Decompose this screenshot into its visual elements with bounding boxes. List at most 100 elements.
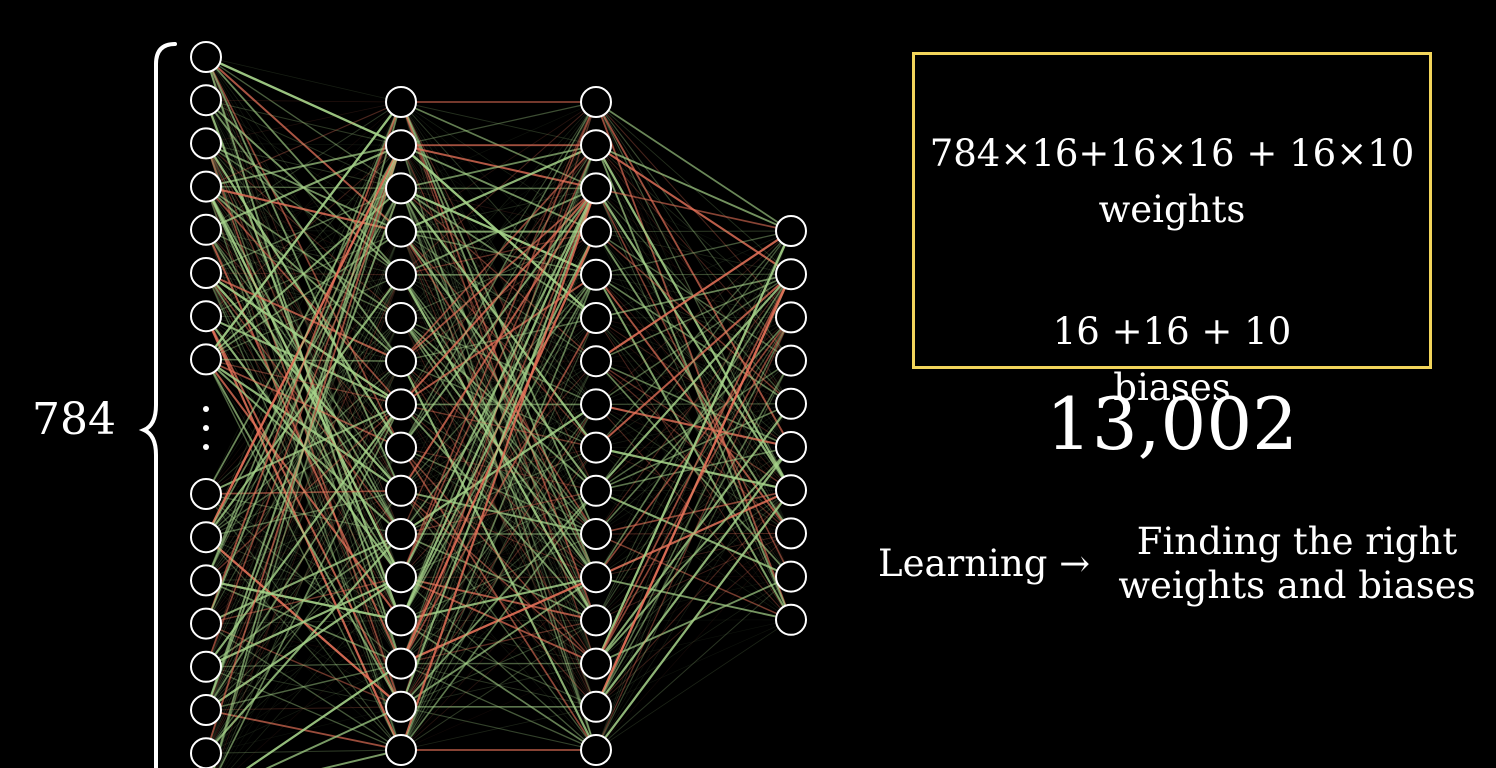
weight-line-472 [400, 447, 597, 664]
weight-line-664 [595, 317, 792, 751]
weight-line-386 [400, 187, 597, 449]
weight-line-486 [400, 360, 597, 708]
weight-line-186 [205, 533, 402, 625]
weight-line-442 [400, 533, 597, 578]
weight-line-432 [400, 101, 597, 578]
neuron-layer0-11 [190, 607, 222, 640]
neuron-layer2-45 [580, 647, 612, 680]
weight-line-433 [400, 144, 597, 578]
weight-line-244 [216, 274, 402, 768]
weight-line-654 [595, 317, 792, 708]
neuron-layer2-33 [580, 129, 612, 162]
weight-line-473 [400, 490, 597, 664]
weight-line-533 [595, 188, 792, 275]
weight-line-577 [595, 360, 792, 448]
weight-line-2 [205, 56, 402, 189]
weight-line-81 [205, 144, 402, 274]
weight-line-32 [205, 101, 402, 144]
neuron-layer0-4 [190, 213, 222, 246]
neuron-layer1-31 [385, 734, 417, 766]
weight-line-216 [205, 447, 402, 711]
weight-line-416 [400, 101, 597, 535]
weight-line-206 [205, 666, 402, 708]
neuron-layer2-35 [580, 215, 612, 248]
weight-line-515 [595, 101, 792, 361]
weight-line-129 [205, 144, 402, 495]
weight-line-17 [205, 99, 402, 146]
weight-line-397 [400, 447, 597, 665]
neuron-layer2-42 [580, 518, 612, 550]
neuron-layer0-7 [190, 343, 222, 376]
weight-connections [204, 55, 793, 768]
weight-line-385 [400, 144, 597, 448]
weight-line-643 [595, 273, 792, 664]
weight-line-401 [400, 145, 597, 491]
neuron-layer0-6 [190, 300, 222, 333]
neuron-layer2-39 [580, 388, 612, 421]
weight-line-352 [400, 101, 597, 362]
weight-line-160 [205, 101, 402, 581]
weight-line-586 [595, 403, 792, 405]
weight-line-241 [213, 144, 402, 768]
ellipsis-dot-0 [203, 406, 209, 412]
weight-line-612 [595, 230, 792, 535]
weight-line-449 [400, 144, 597, 621]
weight-line-237 [205, 663, 402, 754]
weight-line-68 [205, 229, 402, 276]
weight-line-18 [205, 99, 402, 189]
weight-line-481 [400, 145, 597, 707]
neuron-layer0-2 [190, 127, 222, 160]
weight-line-450 [399, 187, 598, 621]
neuron-layer2-38 [580, 345, 612, 378]
weight-line-464 [400, 101, 597, 664]
input-count-label: 784 [32, 394, 116, 445]
biases-formula: 16 +16 + 10 [1052, 310, 1292, 353]
weight-line-66 [205, 188, 402, 231]
neuron-layer1-19 [385, 215, 417, 248]
weight-line-543 [595, 231, 792, 275]
neuron-layer3-51 [775, 344, 807, 377]
weight-line-124 [205, 358, 402, 622]
weight-line-257 [400, 101, 597, 146]
weight-line-662 [595, 230, 792, 751]
weight-line-653 [594, 273, 793, 708]
weight-line-242 [214, 188, 402, 768]
weight-line-152 [205, 447, 402, 538]
weight-line-222 [205, 706, 402, 711]
weight-line-603 [595, 273, 792, 492]
neuron-layer1-27 [385, 561, 417, 594]
weight-line-48 [205, 101, 402, 188]
neuron-layer0-13 [190, 694, 222, 726]
weight-line-176 [205, 101, 402, 624]
neuron-layer3-55 [775, 517, 807, 550]
weight-line-112 [205, 101, 402, 361]
neuron-layer2-43 [580, 561, 612, 594]
neuron-layer2-40 [580, 431, 612, 464]
weight-line-640 [595, 576, 792, 621]
weight-line-562 [595, 230, 792, 319]
weight-line-240 [213, 101, 402, 768]
weight-line-663 [595, 274, 792, 751]
weight-line-231 [205, 404, 402, 754]
weight-line-463 [400, 619, 597, 751]
weight-line-288 [400, 101, 597, 189]
weight-line-96 [205, 101, 402, 317]
weight-line-465 [400, 144, 597, 664]
weight-line-671 [595, 619, 792, 751]
weight-line-272 [400, 101, 597, 146]
neuron-layer0-9 [190, 521, 222, 554]
neuron-layer1-29 [385, 647, 417, 680]
neuron-layer1-24 [385, 431, 417, 464]
weight-line-250 [226, 533, 402, 768]
weight-line-248 [221, 447, 402, 768]
weight-line-582 [595, 230, 792, 405]
neuron-layer1-17 [385, 129, 417, 162]
neuron-layer2-44 [580, 604, 612, 637]
weight-line-209 [205, 144, 402, 711]
weight-line-647 [595, 446, 792, 665]
weight-line-491 [400, 576, 597, 708]
neuron-layer3-54 [775, 474, 807, 507]
neuron-layer1-30 [385, 690, 417, 723]
weight-line-116 [205, 274, 402, 360]
